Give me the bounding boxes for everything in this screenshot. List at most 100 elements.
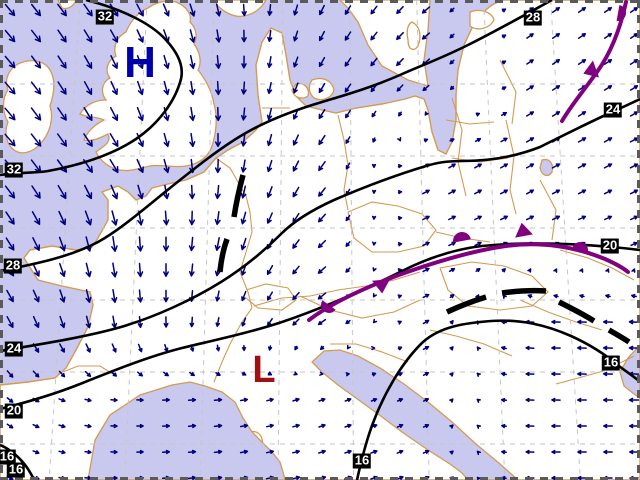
wind-arrow <box>422 319 430 325</box>
wind-arrow <box>500 215 508 221</box>
wind-arrow <box>577 111 587 117</box>
wind-arrow <box>553 268 558 273</box>
wind-arrow <box>111 236 118 252</box>
wind-arrow <box>475 112 481 117</box>
wind-arrow <box>59 343 65 353</box>
wind-arrow <box>527 268 532 273</box>
wind-arrow <box>162 3 170 17</box>
wind-arrow <box>501 268 506 273</box>
wind-arrow <box>501 423 507 429</box>
trough-dash <box>501 287 547 296</box>
graticule-meridian <box>48 0 81 480</box>
wind-arrow <box>344 449 352 454</box>
wind-arrow <box>266 133 273 147</box>
wind-arrow <box>602 319 614 325</box>
wind-arrow <box>161 423 171 429</box>
isoline-label-16: 16 <box>6 461 26 478</box>
wind-arrow <box>30 3 42 17</box>
wind-arrow <box>448 215 456 221</box>
country-border <box>253 271 421 307</box>
country-border <box>57 365 117 377</box>
wind-arrow <box>163 371 169 377</box>
wind-arrow <box>318 108 326 120</box>
wind-arrow <box>161 397 171 403</box>
wind-arrow <box>551 319 561 325</box>
wind-arrow <box>370 397 378 403</box>
sea-lake-peipus <box>539 158 554 177</box>
wind-arrow <box>372 267 377 272</box>
wind-arrow <box>83 133 93 147</box>
wind-arrow <box>4 107 16 121</box>
sea-adriatic <box>311 349 519 480</box>
wind-arrow <box>109 29 119 43</box>
wind-arrow <box>397 241 403 247</box>
wind-arrow <box>631 293 637 299</box>
wind-arrow <box>57 184 67 200</box>
wind-arrow <box>163 210 170 226</box>
wind-arrow <box>449 59 455 65</box>
wind-arrow <box>213 397 223 403</box>
wind-arrow <box>603 189 613 195</box>
wind-arrow <box>577 319 587 325</box>
wind-arrow <box>85 315 92 329</box>
wind-arrow <box>188 263 195 277</box>
wind-arrow <box>525 137 535 143</box>
wind-arrow <box>266 81 273 95</box>
wind-arrow <box>4 133 16 147</box>
isoline-label-28: 28 <box>3 257 23 274</box>
wind-arrow <box>397 320 402 325</box>
wind-arrow <box>57 29 67 43</box>
trough-lines <box>217 174 631 345</box>
wind-arrow <box>501 86 507 91</box>
isoline-label-16: 16 <box>601 354 621 371</box>
low-pressure-letter: L <box>252 348 276 391</box>
wind-arrow <box>579 268 584 273</box>
wind-arrow <box>525 449 535 455</box>
wind-arrow <box>31 211 41 225</box>
wind-arrow <box>293 371 298 376</box>
wind-arrow <box>163 158 170 174</box>
wind-arrow <box>4 185 16 199</box>
wind-arrow <box>214 237 221 251</box>
wind-arrow <box>577 59 587 65</box>
wind-arrow <box>422 189 430 195</box>
wind-arrow <box>551 345 561 351</box>
wind-arrow <box>396 449 404 454</box>
wind-arrow <box>110 184 119 200</box>
graticule-meridian <box>550 0 581 480</box>
wind-arrow <box>6 289 14 303</box>
country-border <box>429 329 513 357</box>
wind-arrow <box>110 423 118 429</box>
wind-arrow <box>239 423 249 429</box>
front-semicircle-marker <box>616 5 626 21</box>
country-border <box>539 179 557 241</box>
wind-arrow <box>241 55 247 69</box>
wind-arrow <box>553 294 559 299</box>
wind-arrow <box>84 423 92 429</box>
wind-arrow <box>631 268 636 273</box>
wind-arrow <box>30 133 42 147</box>
wind-arrow <box>109 133 119 147</box>
wind-arrow <box>551 449 561 455</box>
front-triangle-marker <box>372 279 390 294</box>
wind-arrow <box>57 55 67 69</box>
wind-arrow <box>241 344 247 352</box>
wind-arrow <box>577 475 587 480</box>
wind-arrow <box>187 423 197 429</box>
wind-arrow <box>241 290 247 302</box>
wind-arrow <box>137 184 144 200</box>
wind-arrow <box>59 315 66 329</box>
wind-arrow <box>603 137 613 143</box>
wind-arrow <box>603 6 613 14</box>
wind-arrow <box>293 30 299 42</box>
country-border <box>347 201 437 253</box>
wind-arrow <box>577 345 587 351</box>
occluded-front-line <box>307 242 630 322</box>
wind-arrow <box>526 33 534 39</box>
wind-arrow <box>551 163 561 169</box>
wind-arrow <box>525 345 535 351</box>
graticule-meridian <box>199 0 215 480</box>
wind-arrow <box>215 371 221 376</box>
wind-arrow <box>525 111 535 117</box>
wind-arrow <box>187 449 197 455</box>
